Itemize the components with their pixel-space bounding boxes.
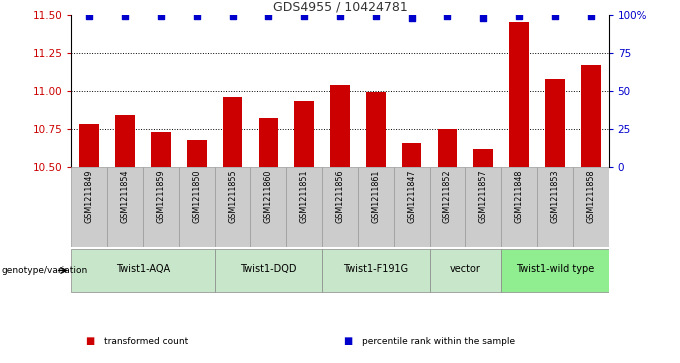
Bar: [473, 149, 493, 167]
Title: GDS4955 / 10424781: GDS4955 / 10424781: [273, 0, 407, 13]
Bar: [187, 139, 207, 167]
Text: transformed count: transformed count: [104, 337, 188, 346]
Bar: [366, 92, 386, 167]
Text: ■: ■: [343, 336, 353, 346]
Bar: [438, 129, 457, 167]
Bar: [151, 132, 171, 167]
Point: [227, 13, 238, 19]
Bar: [465, 167, 501, 247]
Point: [263, 13, 274, 19]
Bar: [430, 167, 465, 247]
Text: GSM1211853: GSM1211853: [550, 170, 560, 223]
Bar: [294, 101, 314, 167]
Point: [371, 13, 381, 19]
Bar: [358, 167, 394, 247]
Point: [513, 13, 524, 19]
Bar: [71, 249, 215, 291]
Bar: [430, 249, 501, 291]
Bar: [107, 167, 143, 247]
Text: ■: ■: [85, 336, 95, 346]
Point: [120, 13, 131, 19]
Bar: [573, 167, 609, 247]
Text: Twist1-wild type: Twist1-wild type: [515, 265, 594, 274]
Text: Twist1-DQD: Twist1-DQD: [240, 265, 296, 274]
Point: [84, 13, 95, 19]
Bar: [223, 97, 242, 167]
Bar: [322, 249, 430, 291]
Text: GSM1211854: GSM1211854: [120, 170, 130, 223]
Bar: [509, 22, 529, 167]
Text: genotype/variation: genotype/variation: [1, 266, 88, 275]
Bar: [215, 249, 322, 291]
Text: GSM1211850: GSM1211850: [192, 170, 201, 223]
Bar: [215, 167, 250, 247]
Bar: [80, 124, 99, 167]
Bar: [330, 85, 350, 167]
Text: GSM1211858: GSM1211858: [586, 170, 595, 223]
Bar: [402, 143, 422, 167]
Text: GSM1211851: GSM1211851: [300, 170, 309, 223]
Point: [406, 15, 417, 20]
Bar: [258, 118, 278, 167]
Point: [478, 15, 489, 20]
Bar: [545, 78, 564, 167]
Bar: [322, 167, 358, 247]
Bar: [143, 167, 179, 247]
Text: GSM1211852: GSM1211852: [443, 170, 452, 223]
Text: GSM1211860: GSM1211860: [264, 170, 273, 223]
Bar: [116, 115, 135, 167]
Text: GSM1211861: GSM1211861: [371, 170, 380, 223]
Point: [549, 13, 560, 19]
Text: GSM1211855: GSM1211855: [228, 170, 237, 223]
Text: Twist1-AQA: Twist1-AQA: [116, 265, 170, 274]
Text: GSM1211856: GSM1211856: [335, 170, 345, 223]
Text: Twist1-F191G: Twist1-F191G: [343, 265, 409, 274]
Point: [191, 13, 202, 19]
Text: GSM1211847: GSM1211847: [407, 170, 416, 223]
Text: percentile rank within the sample: percentile rank within the sample: [362, 337, 515, 346]
Text: GSM1211849: GSM1211849: [85, 170, 94, 223]
Bar: [501, 249, 609, 291]
Bar: [250, 167, 286, 247]
Point: [299, 13, 309, 19]
Text: vector: vector: [450, 265, 481, 274]
Bar: [71, 167, 107, 247]
Text: GSM1211859: GSM1211859: [156, 170, 165, 223]
Point: [442, 13, 453, 19]
Bar: [581, 65, 600, 167]
Bar: [501, 167, 537, 247]
Bar: [286, 167, 322, 247]
Text: GSM1211857: GSM1211857: [479, 170, 488, 223]
Point: [156, 13, 167, 19]
Bar: [394, 167, 430, 247]
Bar: [537, 167, 573, 247]
Point: [585, 13, 596, 19]
Text: GSM1211848: GSM1211848: [515, 170, 524, 223]
Bar: [179, 167, 215, 247]
Point: [335, 13, 345, 19]
